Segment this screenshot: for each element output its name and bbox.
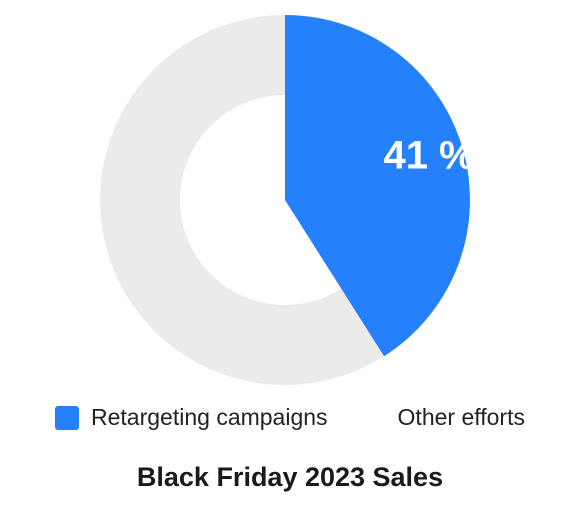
slice-retargeting-campaigns xyxy=(285,15,470,357)
chart-title: Black Friday 2023 Sales xyxy=(136,462,444,492)
legend-item-other: Other efforts xyxy=(361,404,525,431)
legend-label-retargeting: Retargeting campaigns xyxy=(91,404,328,430)
legend-label-other: Other efforts xyxy=(397,404,525,430)
legend-swatch-other xyxy=(361,405,386,430)
legend-swatch-retargeting xyxy=(55,405,80,430)
slice-other-efforts xyxy=(99,15,385,385)
legend-item-retargeting: Retargeting campaigns xyxy=(55,404,328,431)
donut-slices xyxy=(99,15,470,385)
slice-value-label: 41 % xyxy=(383,134,474,178)
chart-legend: Retargeting campaigns Other efforts xyxy=(0,404,580,431)
slice-labels: 41 % xyxy=(383,134,474,178)
